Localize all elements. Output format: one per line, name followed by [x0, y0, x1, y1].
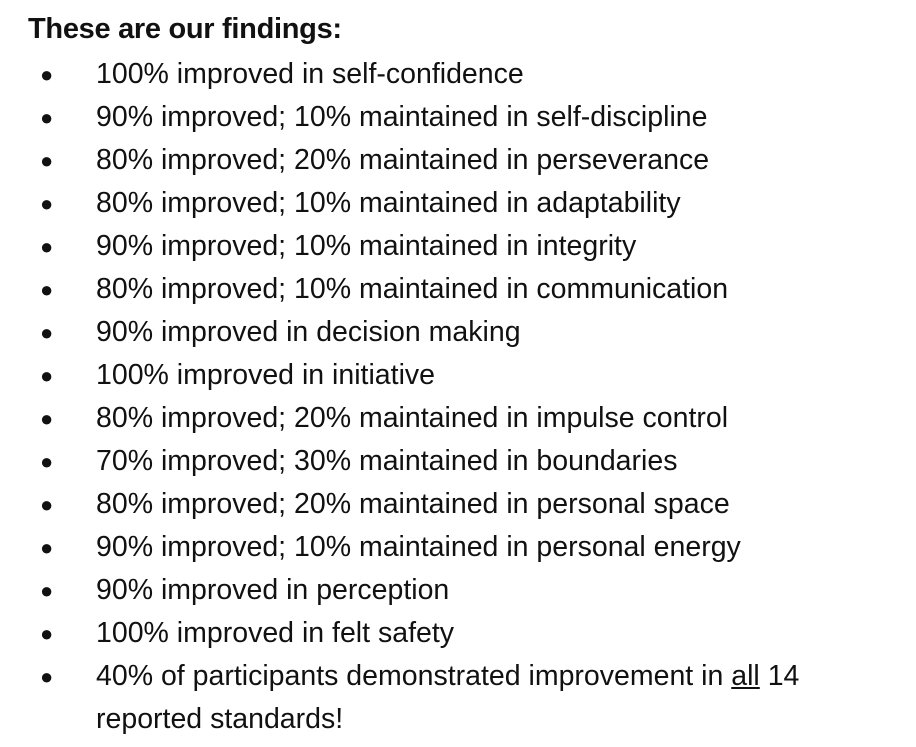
bullet: ● [40, 191, 54, 216]
bullet: ● [40, 320, 54, 345]
list-item: ● 90% improved; 10% maintained in integri… [0, 225, 896, 268]
list-item: ● 90% improved; 10% maintained in persona… [0, 526, 896, 569]
bullet: ● [40, 105, 54, 130]
bullet: ● [40, 363, 54, 388]
item-text: 90% improved; 10% maintained in self-dis… [96, 101, 708, 133]
item-text: 14 reported standards! [96, 660, 800, 735]
list-item: ● 100% improved in self-confidence [0, 53, 896, 96]
item-text: 80% improved; 10% maintained in adaptabi… [96, 187, 681, 219]
list-item: ● 100% improved in felt safety [0, 612, 896, 655]
bullet: ● [40, 621, 54, 646]
item-text: 80% improved; 20% maintained in impulse … [96, 402, 729, 434]
item-text: 80% improved; 20% maintained in persever… [96, 144, 710, 176]
list-item: ● 90% improved in decision making [0, 311, 896, 354]
heading: These are our findings: [28, 13, 342, 45]
bullet: ● [40, 449, 54, 474]
findings-list: ● 100% improved in self-confidence ● 90% im… [0, 53, 896, 741]
bullet: ● [40, 535, 54, 560]
list-item: ● 90% improved; 10% maintained in self-di… [0, 96, 896, 139]
list-item: ● 40% of participants demonstrated improv… [0, 655, 896, 741]
list-item: ● 70% improved; 30% maintained in boundar… [0, 440, 896, 483]
bullet: ● [40, 492, 54, 517]
item-text: 80% improved; 20% maintained in personal… [96, 488, 730, 520]
list-item: ● 80% improved; 10% maintained in communi… [0, 268, 896, 311]
item-text: 40% of participants demonstrated improve… [96, 660, 724, 692]
bullet: ● [40, 62, 54, 87]
item-text: 70% improved; 30% maintained in boundari… [96, 445, 678, 477]
bullet: ● [40, 234, 54, 259]
bullet: ● [40, 578, 54, 603]
list-item: ● 80% improved; 20% maintained in impulse… [0, 397, 896, 440]
list-item: ● 80% improved; 20% maintained in perseve… [0, 139, 896, 182]
list-item: ● 80% improved; 10% maintained in adaptab… [0, 182, 896, 225]
item-text: 90% improved; 10% maintained in integrit… [96, 230, 637, 262]
bullet: ● [40, 277, 54, 302]
item-text: 90% improved in decision making [96, 316, 521, 348]
item-text: 90% improved; 10% maintained in personal… [96, 531, 741, 563]
item-text: 100% improved in initiative [96, 359, 436, 391]
item-text: 100% improved in self-confidence [96, 58, 524, 90]
list-item: ● 90% improved in perception [0, 569, 896, 612]
item-text: 90% improved in perception [96, 574, 450, 606]
underlined-text: all [731, 660, 760, 692]
item-text: 100% improved in felt safety [96, 617, 455, 649]
list-item: ● 80% improved; 20% maintained in persona… [0, 483, 896, 526]
item-text: 80% improved; 10% maintained in communic… [96, 273, 729, 305]
bullet: ● [40, 406, 54, 431]
bullet: ● [40, 148, 54, 173]
list-item: ● 100% improved in initiative [0, 354, 896, 397]
bullet: ● [40, 664, 54, 689]
